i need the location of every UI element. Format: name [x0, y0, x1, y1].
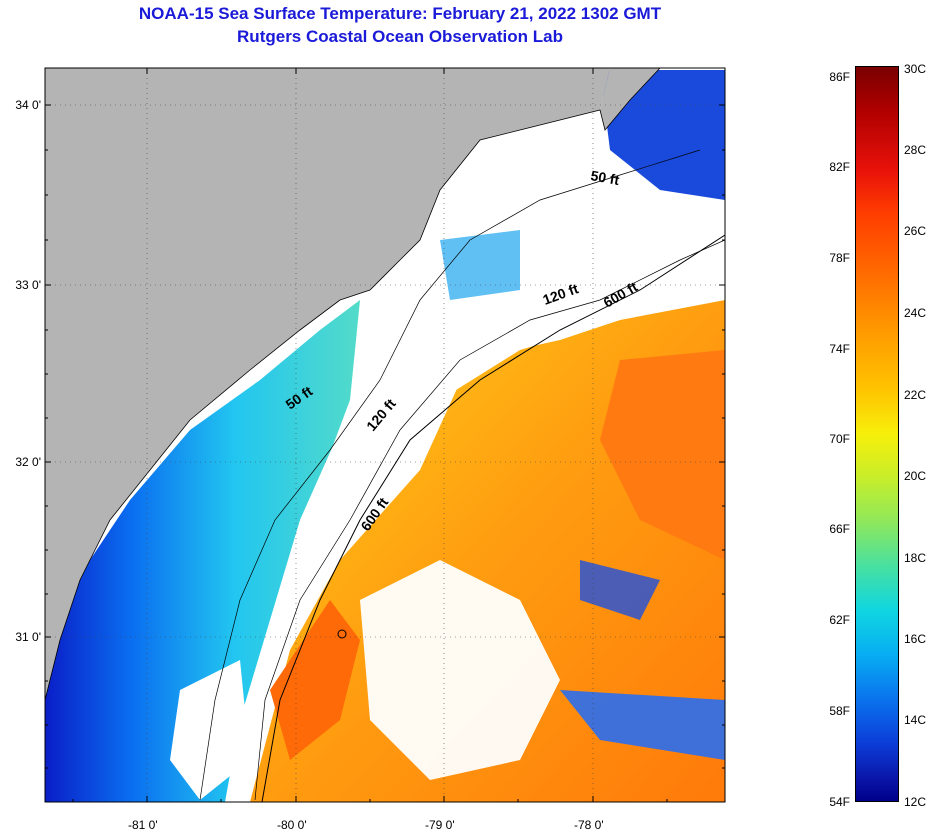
shelf-water — [45, 300, 390, 802]
colorbar-c-label: 20C — [904, 469, 927, 483]
lat-label-31: 31 0' — [15, 630, 41, 644]
colorbar-c-label: 28C — [904, 143, 927, 157]
coastline — [45, 68, 661, 701]
contour-50ft — [199, 149, 701, 801]
lon-label-80: -80 0' — [277, 818, 307, 832]
colorbar-f-label: 70F — [829, 432, 850, 446]
colorbar-c-label: 24C — [904, 306, 927, 320]
orange-core — [600, 350, 725, 560]
orange-patch — [270, 600, 360, 760]
map-title: NOAA-15 Sea Surface Temperature: Februar… — [138, 4, 662, 23]
lat-label-34: 34 0' — [15, 98, 41, 112]
colorbar-c-label: 30C — [904, 62, 927, 76]
lat-lon-grid — [45, 68, 725, 802]
cool-eddy — [560, 690, 725, 760]
colorbar-c-label: 14C — [904, 713, 927, 727]
colorbar-f-label: 82F — [829, 160, 850, 174]
north-cool-patch — [600, 70, 725, 200]
temperature-colorbar — [855, 66, 899, 802]
buoy-marker — [337, 629, 347, 639]
axis-ticks — [45, 68, 725, 802]
colorbar-f-label: 58F — [829, 704, 850, 718]
colorbar-f-label: 86F — [829, 70, 850, 84]
colorbar-c-label: 16C — [904, 632, 927, 646]
colorbar-c-label: 12C — [904, 795, 927, 809]
colorbar-f-label: 78F — [829, 251, 850, 265]
map-frame — [44, 67, 726, 803]
cloud-cover-2 — [360, 560, 560, 780]
land — [45, 68, 610, 700]
north-cool-patch-2 — [440, 230, 520, 300]
contour-120ft — [254, 239, 725, 801]
lon-label-79: -79 0' — [425, 818, 455, 832]
lon-label-81: -81 0' — [128, 818, 158, 832]
cloud-cover-3 — [170, 660, 250, 800]
colorbar-c-label: 18C — [904, 551, 927, 565]
colorbar-f-label: 66F — [829, 522, 850, 536]
colorbar-f-label: 62F — [829, 613, 850, 627]
contour-600ft — [261, 234, 725, 802]
colorbar-f-label: 74F — [829, 342, 850, 356]
map-subtitle: Rutgers Coastal Ocean Observation Lab — [237, 27, 563, 46]
colorbar-f-label: 54F — [829, 795, 850, 809]
lon-label-78: -78 0' — [574, 818, 604, 832]
lat-label-33: 33 0' — [15, 278, 41, 292]
colorbar-c-label: 22C — [904, 388, 927, 402]
lat-label-32: 32 0' — [15, 455, 41, 469]
colorbar-c-label: 26C — [904, 224, 927, 238]
cool-eddy-2 — [580, 560, 660, 620]
contour-label-50ft-north: 50 ft — [589, 167, 620, 188]
